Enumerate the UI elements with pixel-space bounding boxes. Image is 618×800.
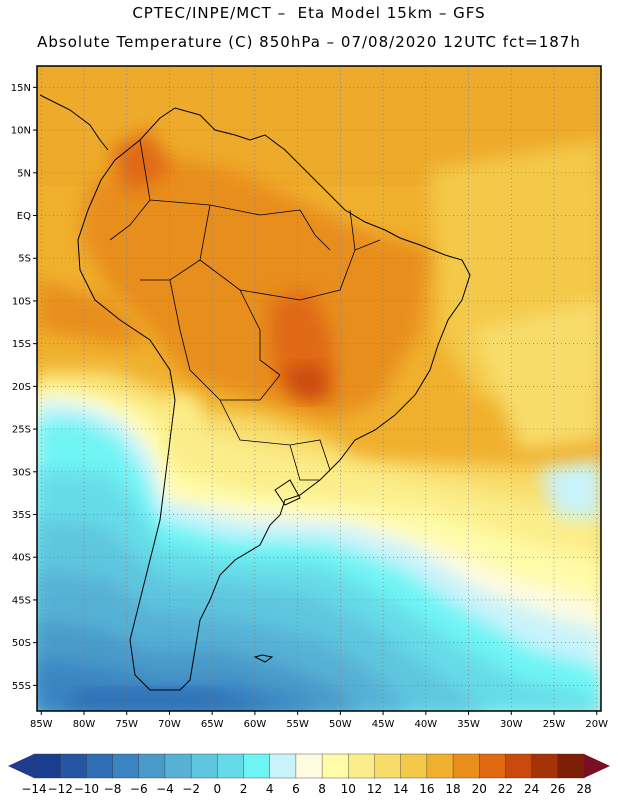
caribbean-coast xyxy=(39,94,109,151)
legend-swatch xyxy=(505,753,533,779)
legend-swatch xyxy=(243,753,271,779)
lon-label: 40W xyxy=(415,719,438,730)
legend-label: 22 xyxy=(498,782,513,796)
lon-label: 80W xyxy=(73,719,96,730)
legend-swatch xyxy=(164,753,192,779)
lon-label: 85W xyxy=(30,719,53,730)
lat-label: 10S xyxy=(12,296,31,307)
legend-swatch xyxy=(557,753,585,779)
temperature-field xyxy=(37,66,601,711)
legend-swatch xyxy=(295,753,323,779)
lat-label: 5S xyxy=(18,254,31,265)
legend-swatch xyxy=(217,753,245,779)
coastlines xyxy=(39,94,471,691)
legend-swatch xyxy=(321,753,349,779)
legend-overflow-arrow xyxy=(584,754,610,778)
lon-label: 60W xyxy=(244,719,267,730)
legend-underflow-arrow xyxy=(8,754,34,778)
legend-label: 26 xyxy=(550,782,565,796)
legend-label: 4 xyxy=(266,782,274,796)
longitude-labels: 85W 80W 75W 70W 65W 60W 55W 50W 45W 40W 35W 30W 25W 2… xyxy=(30,711,608,730)
falklands xyxy=(253,654,274,663)
lat-label: 40S xyxy=(12,553,31,564)
lat-label: 20S xyxy=(12,382,31,393)
legend-label: 10 xyxy=(341,782,356,796)
lon-label: 45W xyxy=(372,719,395,730)
color-legend: −14 −12 −10 −8 −6 −4 −2 0 2 4 6 8 10 12 14 16 18 20 22 24 26… xyxy=(8,753,610,796)
lat-label: 35S xyxy=(12,510,31,521)
lat-label: 30S xyxy=(12,467,31,478)
lat-label: EQ xyxy=(17,211,31,222)
legend-swatch xyxy=(348,753,376,779)
country-borders xyxy=(109,139,381,481)
legend-swatch xyxy=(426,753,454,779)
legend-swatch xyxy=(59,753,87,779)
lat-label: 45S xyxy=(12,595,31,606)
legend-swatch xyxy=(190,753,218,779)
lon-label: 35W xyxy=(457,719,480,730)
legend-label: −14 xyxy=(21,782,46,796)
legend-swatch xyxy=(33,753,61,779)
legend-label: 20 xyxy=(472,782,487,796)
legend-swatch xyxy=(400,753,428,779)
legend-label: 16 xyxy=(419,782,434,796)
legend-label: 14 xyxy=(393,782,408,796)
legend-swatch xyxy=(86,753,114,779)
legend-label: 2 xyxy=(240,782,248,796)
lat-label: 50S xyxy=(12,638,31,649)
lat-label: 10N xyxy=(11,126,31,137)
legend-label: 12 xyxy=(367,782,382,796)
latitude-labels: 15N 10N 5N EQ 5S 10S 15S 20S 25S 30S 35S 40S 45S 50S 5… xyxy=(11,83,37,692)
legend-swatch xyxy=(531,753,559,779)
legend-swatch xyxy=(269,753,297,779)
legend-label: 18 xyxy=(445,782,460,796)
legend-swatch xyxy=(138,753,166,779)
legend-label: −4 xyxy=(156,782,174,796)
legend-label: 8 xyxy=(318,782,326,796)
lon-label: 20W xyxy=(585,719,608,730)
lat-label: 55S xyxy=(12,681,31,692)
map-title: CPTEC/INPE/MCT – Eta Model 15km – GFS xyxy=(132,4,486,22)
lon-label: 75W xyxy=(115,719,138,730)
legend-label: −6 xyxy=(130,782,148,796)
legend-label: 24 xyxy=(524,782,539,796)
legend-label: −8 xyxy=(104,782,122,796)
legend-label: 6 xyxy=(292,782,300,796)
lat-label: 15N xyxy=(11,83,31,94)
lat-label: 5N xyxy=(17,168,31,179)
rio-de-la-plata xyxy=(274,479,301,506)
lon-label: 70W xyxy=(158,719,181,730)
lon-label: 55W xyxy=(286,719,309,730)
legend-swatch xyxy=(374,753,402,779)
map-subtitle: Absolute Temperature (C) 850hPa – 07/08/… xyxy=(37,33,581,51)
map-frame xyxy=(36,65,602,712)
lon-label: 25W xyxy=(543,719,566,730)
legend-label: 28 xyxy=(576,782,591,796)
legend-swatch xyxy=(479,753,507,779)
lat-label: 15S xyxy=(12,339,31,350)
legend-swatch xyxy=(112,753,140,779)
legend-swatch xyxy=(452,753,480,779)
legend-label: −2 xyxy=(182,782,200,796)
temperature-map: 15N 10N 5N EQ 5S 10S 15S 20S 25S 30S 35S 40S 45S 50S 5… xyxy=(11,65,608,730)
lat-label: 25S xyxy=(12,425,31,436)
legend-label: 0 xyxy=(214,782,222,796)
lon-label: 50W xyxy=(329,719,352,730)
south-america-coast xyxy=(77,107,471,691)
legend-label: −10 xyxy=(74,782,99,796)
legend-label: −12 xyxy=(48,782,73,796)
lon-label: 65W xyxy=(201,719,224,730)
lon-label: 30W xyxy=(500,719,523,730)
